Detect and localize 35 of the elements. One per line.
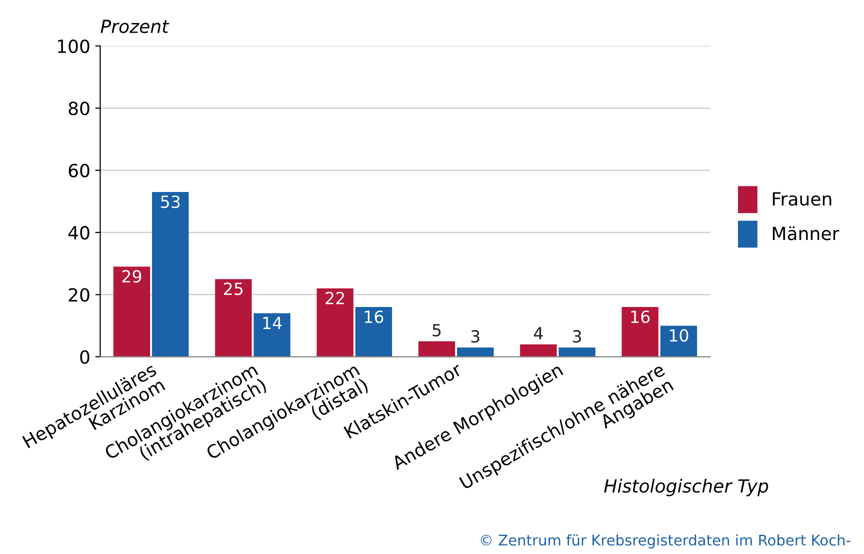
data-label: 4 bbox=[534, 327, 543, 340]
bar bbox=[457, 347, 494, 357]
bar bbox=[558, 347, 596, 357]
bar bbox=[254, 313, 290, 357]
data-label: 10 bbox=[670, 329, 688, 342]
data-label: 3 bbox=[471, 330, 480, 343]
y-tick-label: 0 bbox=[80, 350, 90, 364]
bar bbox=[660, 326, 698, 357]
data-label: 3 bbox=[572, 330, 581, 343]
y-tick-label: 40 bbox=[68, 226, 90, 240]
y-tick-label: 80 bbox=[68, 102, 90, 116]
bar bbox=[113, 266, 150, 357]
legend-label: Männer bbox=[772, 226, 840, 240]
data-label: 22 bbox=[326, 292, 344, 304]
x-axis-title: Histologischer Typ bbox=[604, 478, 768, 496]
bar bbox=[152, 192, 189, 357]
y-axis-title: Prozent bbox=[100, 20, 170, 34]
y-tick-label: 60 bbox=[68, 164, 90, 178]
data-label: 14 bbox=[263, 316, 282, 330]
data-label: 53 bbox=[161, 195, 180, 208]
legend-label: Frauen bbox=[772, 192, 832, 206]
bar bbox=[316, 288, 354, 357]
y-tick-label: 100 bbox=[58, 39, 90, 54]
bar bbox=[622, 307, 658, 357]
data-label: 5 bbox=[432, 324, 441, 336]
data-label: 16 bbox=[364, 310, 384, 324]
bar bbox=[520, 344, 557, 357]
bar bbox=[215, 279, 252, 357]
data-label: 25 bbox=[224, 282, 243, 296]
text: © Zentrum für Krebsregisterdaten im Robert Koch- bbox=[480, 534, 850, 548]
bar bbox=[355, 307, 392, 357]
data-label: 16 bbox=[631, 310, 650, 324]
y-tick-label: 20 bbox=[68, 288, 90, 302]
data-label: 29 bbox=[122, 270, 142, 283]
bar bbox=[418, 341, 456, 357]
